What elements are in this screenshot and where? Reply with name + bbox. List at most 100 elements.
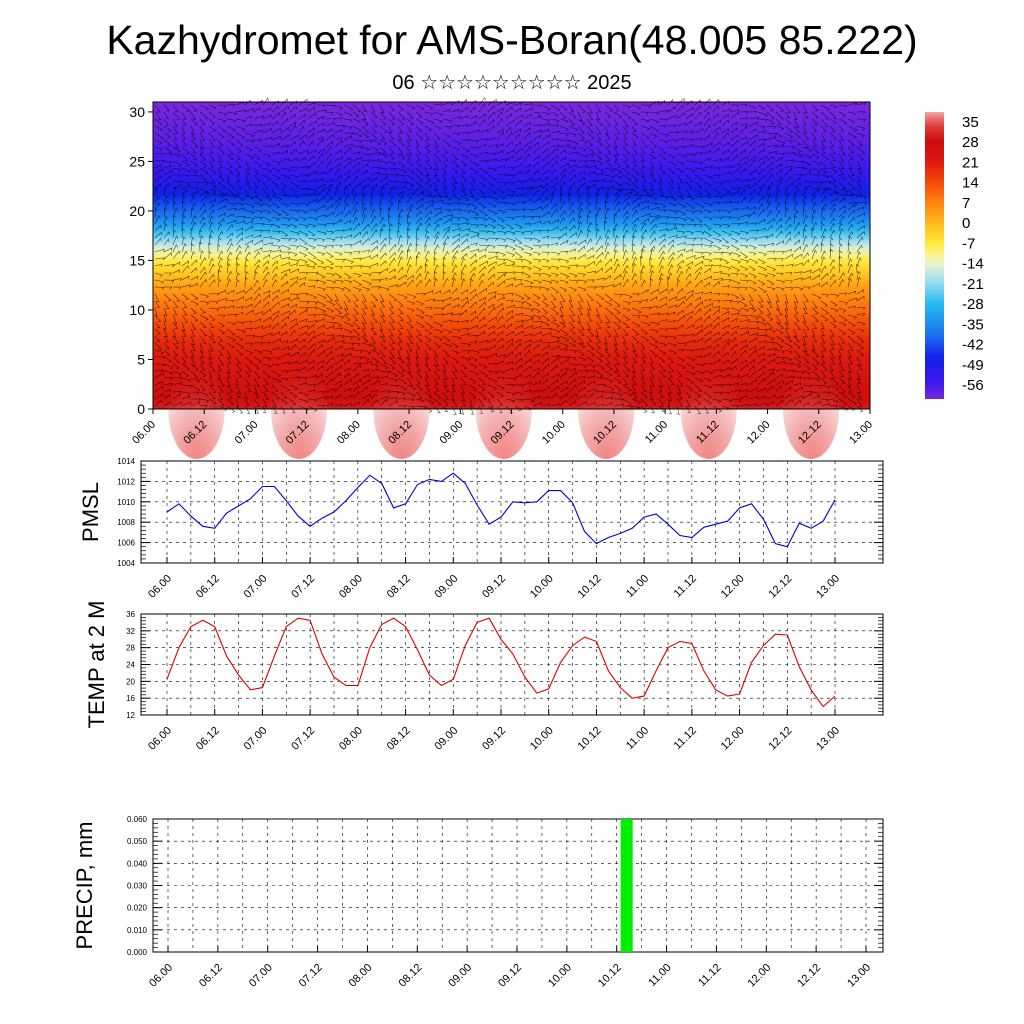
wind-barb xyxy=(424,167,430,176)
wind-barb xyxy=(361,393,371,400)
wind-barb xyxy=(703,117,711,127)
wind-barb xyxy=(829,258,836,267)
wind-barb xyxy=(649,305,659,309)
wind-barb xyxy=(829,181,839,189)
wind-barb xyxy=(712,237,722,243)
wind-barb xyxy=(856,349,865,357)
wind-barb xyxy=(397,328,403,336)
wind-barb xyxy=(703,281,710,288)
wind-barb xyxy=(496,202,508,206)
wind-barb xyxy=(280,303,290,309)
wind-barb xyxy=(721,180,731,184)
wind-barb xyxy=(424,203,433,211)
wind-barb xyxy=(460,146,470,153)
wind-barb xyxy=(334,364,343,372)
wind-barb xyxy=(577,182,586,190)
wind-barb xyxy=(658,256,665,267)
wind-barb xyxy=(803,286,811,290)
wind-barb xyxy=(352,349,363,354)
wind-barb xyxy=(550,403,560,407)
wind-barb xyxy=(856,391,862,400)
wind-barb xyxy=(199,235,204,246)
wind-barb xyxy=(667,174,674,183)
wind-barb xyxy=(667,384,672,395)
wind-barb xyxy=(721,108,732,113)
wind-barb xyxy=(631,349,639,358)
wind-barb xyxy=(406,264,412,274)
wind-barb xyxy=(208,146,214,154)
wind-barb xyxy=(325,388,336,393)
wind-barb xyxy=(685,120,693,127)
wind-barb xyxy=(523,107,533,113)
wind-barb xyxy=(190,328,196,337)
wind-barb xyxy=(685,153,696,157)
wind-barb xyxy=(280,280,289,288)
wind-barb xyxy=(163,388,172,393)
wind-barb xyxy=(550,237,561,241)
wind-barb xyxy=(217,223,223,232)
wind-barb xyxy=(235,370,243,378)
wind-barb xyxy=(172,174,181,178)
wind-barb xyxy=(298,331,308,337)
wind-barb xyxy=(352,104,361,113)
wind-barb xyxy=(388,257,396,267)
wind-barb xyxy=(190,146,197,154)
wind-barb xyxy=(613,356,620,365)
wind-barb xyxy=(820,398,830,402)
wind-barb xyxy=(640,188,651,195)
wind-barb xyxy=(739,149,747,155)
wind-barb xyxy=(226,299,235,303)
wind-barb xyxy=(784,386,792,393)
wind-barb xyxy=(712,350,720,358)
wind-barb xyxy=(595,259,602,267)
wind-barb xyxy=(334,210,343,218)
wind-barb xyxy=(541,357,549,365)
wind-barb xyxy=(694,251,704,255)
wind-barb xyxy=(523,265,532,271)
wind-barb xyxy=(775,307,783,316)
wind-barb xyxy=(721,156,730,162)
wind-barb xyxy=(397,125,404,134)
wind-barb xyxy=(496,251,506,257)
colorbar-label: -7 xyxy=(962,235,975,252)
wind-barb xyxy=(460,181,466,192)
wind-barb xyxy=(226,195,238,199)
wind-barb xyxy=(316,230,327,236)
wind-barb xyxy=(550,314,557,322)
wind-barb xyxy=(568,293,573,302)
wind-barb xyxy=(325,211,335,218)
wind-barb xyxy=(370,376,379,380)
wind-barb xyxy=(163,195,169,204)
wind-barb xyxy=(721,331,729,337)
wind-barb xyxy=(298,352,307,358)
wind-barb xyxy=(829,398,839,404)
wind-barb xyxy=(469,398,473,408)
wind-barb xyxy=(154,139,163,145)
wind-barb xyxy=(172,314,178,325)
wind-barb xyxy=(262,356,272,361)
wind-barb xyxy=(352,391,360,400)
wind-barb xyxy=(460,289,469,295)
wind-barb xyxy=(712,322,720,330)
wind-barb xyxy=(316,122,325,127)
y-tick-label: 36 xyxy=(126,610,135,619)
wind-barb xyxy=(847,174,855,181)
wind-barb xyxy=(739,327,749,331)
wind-barb xyxy=(694,255,705,260)
wind-barb xyxy=(397,256,404,267)
wind-barb xyxy=(748,182,758,190)
wind-barb xyxy=(568,349,578,354)
wind-barb xyxy=(496,131,505,141)
wind-barb xyxy=(829,342,835,350)
wind-barb xyxy=(496,258,506,262)
wind-barb xyxy=(397,199,402,211)
wind-barb xyxy=(541,403,551,407)
wind-barb xyxy=(424,146,431,153)
wind-barb xyxy=(352,118,362,124)
wind-barb xyxy=(514,351,522,358)
wind-barb xyxy=(325,183,333,190)
wind-barb xyxy=(217,257,223,267)
wind-barb xyxy=(316,148,325,155)
wind-barb xyxy=(325,104,336,108)
wind-barb xyxy=(622,363,631,372)
